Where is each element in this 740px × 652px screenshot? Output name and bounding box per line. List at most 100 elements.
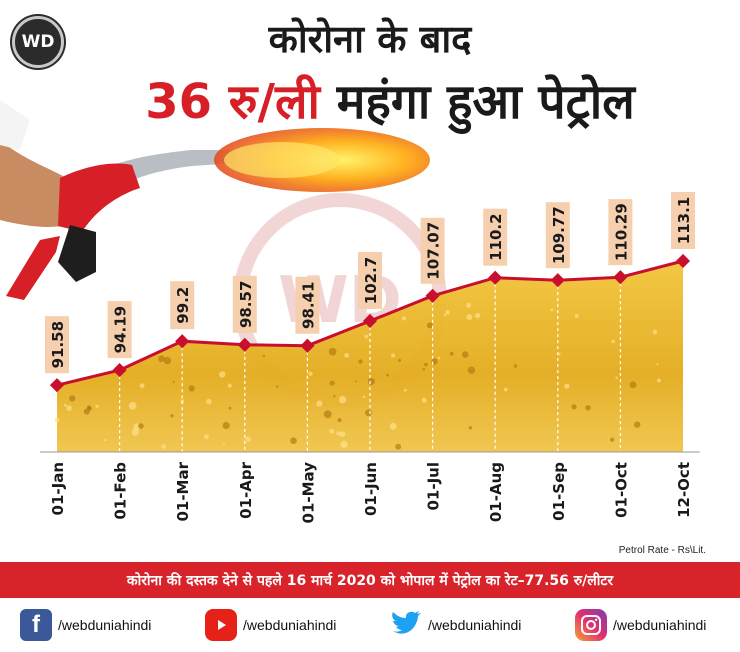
bubble [329,380,335,386]
x-tick-label: 01-May [299,462,317,524]
bubble [188,385,195,392]
social-label[interactable]: /webduniahindi [243,617,337,633]
bubble [206,398,212,405]
bubble [445,310,450,315]
bubble [290,437,297,445]
data-point [675,253,691,269]
social-twitter[interactable]: /webduniahindi [370,609,555,641]
value-label-box [545,202,570,269]
price-points [49,253,691,393]
bubble [365,409,372,417]
bubble [161,444,166,450]
x-tick-label: 01-Mar [174,461,192,521]
bubble [467,366,476,374]
bubble [158,355,166,363]
social-label[interactable]: /webduniahindi [613,617,707,633]
social-facebook[interactable]: f /webduniahindi [0,609,185,641]
data-point [175,334,190,349]
bubble [391,353,396,358]
value-label: 98.41 [299,282,317,329]
bubble [462,351,469,358]
social-label[interactable]: /webduniahindi [58,617,152,633]
bubble [398,358,401,362]
value-label: 102.7 [362,257,380,304]
wd-logo: WD [12,16,64,68]
bubble [139,383,145,389]
bubble [333,395,336,398]
social-instagram[interactable]: /webduniahindi [555,609,740,641]
bubble [227,383,232,388]
unit-note: Petrol Rate - Rs\Lit. [618,545,706,556]
value-label: 98.57 [237,281,255,328]
bubble [656,363,659,366]
bubble [104,438,107,442]
bubble [610,437,615,442]
bubble [358,359,363,364]
bubble [426,322,433,329]
bubble [223,442,225,445]
bubble [337,418,342,423]
data-point [613,270,628,285]
instagram-icon[interactable] [575,609,607,641]
bubble [245,436,251,443]
data-point [112,363,127,378]
bubble [395,443,402,450]
bubble [475,312,481,319]
bubble [513,364,518,368]
bubble [228,406,232,410]
youtube-icon[interactable] [205,609,237,641]
bubble [468,426,473,430]
x-tick-label: 12-Oct [675,462,693,518]
value-label-box [45,316,69,374]
bubble [652,329,658,335]
bubble [386,373,389,377]
info-banner: कोरोना की दस्तक देने से पहले 16 मार्च 20… [0,562,740,598]
bubble [364,334,369,339]
x-tick-label: 01-Jun [362,462,380,516]
twitter-icon[interactable] [390,609,422,641]
bubble [403,388,407,392]
fuel-nozzle-illustration [0,100,430,300]
bubble [163,356,172,365]
bubble [421,397,427,403]
bubble [389,422,397,430]
value-label-box [295,276,320,334]
x-tick-label: 01-Aug [487,462,505,522]
bubble [657,378,661,383]
bubble [574,313,579,318]
x-tick-label: 01-Jan [49,462,67,515]
bubble [323,410,332,419]
bubble [69,395,76,402]
bubble [54,417,60,423]
value-label: 99.2 [174,287,192,324]
bubble [367,377,375,386]
bubble [504,387,508,392]
bubble [95,404,99,409]
x-tick-label: 01-Jul [425,462,443,511]
social-youtube[interactable]: /webduniahindi [185,609,370,641]
bubble [329,428,335,434]
bubble [355,380,358,383]
headline-text: महंगा हुआ पेट्रोल [336,74,635,130]
bubble [402,316,407,321]
facebook-icon[interactable]: f [20,609,52,641]
bubble [437,356,441,360]
value-label: 110.29 [612,203,630,261]
data-point [425,288,440,303]
bubble [344,353,350,358]
drop-lines [118,277,622,452]
value-label: 113.1 [675,197,693,244]
social-label[interactable]: /webduniahindi [428,617,522,633]
bubble [571,404,577,410]
x-tick-label: 01-Feb [112,462,130,520]
bubble [336,431,341,436]
value-label-box [483,208,508,266]
bubble [338,396,347,404]
value-label-box [170,281,195,330]
data-point [237,337,252,352]
bubble [276,385,279,388]
price-area [57,261,683,452]
bubble [138,423,144,429]
bubble [585,405,591,411]
